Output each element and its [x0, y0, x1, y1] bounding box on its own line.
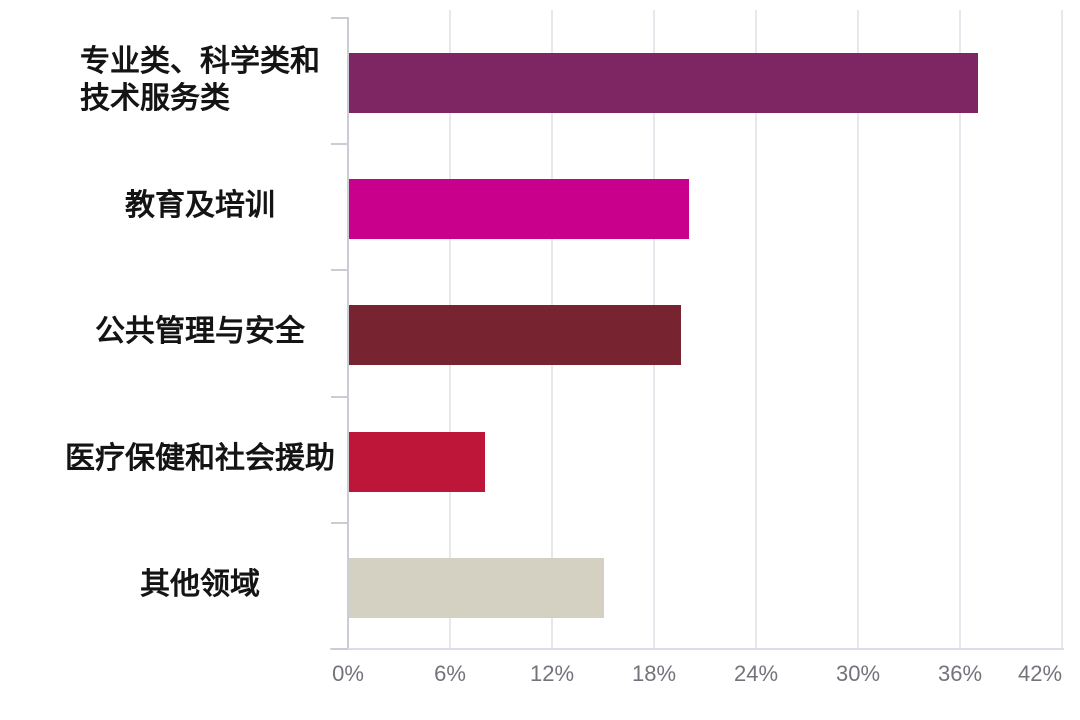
y-axis-line: [347, 17, 349, 650]
gridline-36%: [959, 10, 961, 650]
x-tick-label-36%: 36%: [937, 661, 983, 686]
category-label-text: 医疗保健和社会援助: [65, 442, 335, 476]
y-axis-tick: [331, 269, 348, 271]
x-tick-label-42%: 42%: [1017, 661, 1063, 686]
x-tick-label-18%: 18%: [631, 661, 677, 686]
x-tick-label-6%: 6%: [434, 661, 466, 686]
y-axis-tick: [331, 522, 348, 524]
gridline-30%: [857, 10, 859, 650]
category-label-text: 其他领域: [140, 568, 260, 602]
category-label-4: 医疗保健和社会援助: [26, 396, 374, 522]
category-label-text: 专业类、科学类和 技术服务类: [80, 44, 320, 116]
y-axis-tick: [331, 17, 348, 19]
x-tick-label-24%: 24%: [733, 661, 779, 686]
x-axis-line: [330, 648, 1064, 650]
category-label-text: 教育及培训: [125, 189, 275, 223]
x-tick-label-30%: 30%: [835, 661, 881, 686]
gridline-42%: [1061, 10, 1063, 650]
category-label-1: 专业类、科学类和 技术服务类: [26, 17, 374, 143]
y-axis-tick: [331, 143, 348, 145]
x-tick-label-0%: 0%: [332, 661, 364, 686]
category-label-text: 公共管理与安全: [95, 315, 305, 349]
y-axis-tick: [331, 648, 348, 650]
bar-3: [349, 305, 681, 365]
y-axis-tick: [331, 396, 348, 398]
bar-5: [349, 558, 604, 618]
category-label-5: 其他领域: [26, 522, 374, 648]
bar-1: [349, 53, 978, 113]
x-tick-label-12%: 12%: [529, 661, 575, 686]
gridline-24%: [755, 10, 757, 650]
bar-4: [349, 432, 485, 492]
category-label-2: 教育及培训: [26, 143, 374, 269]
category-label-3: 公共管理与安全: [26, 269, 374, 395]
bar-2: [349, 179, 689, 239]
